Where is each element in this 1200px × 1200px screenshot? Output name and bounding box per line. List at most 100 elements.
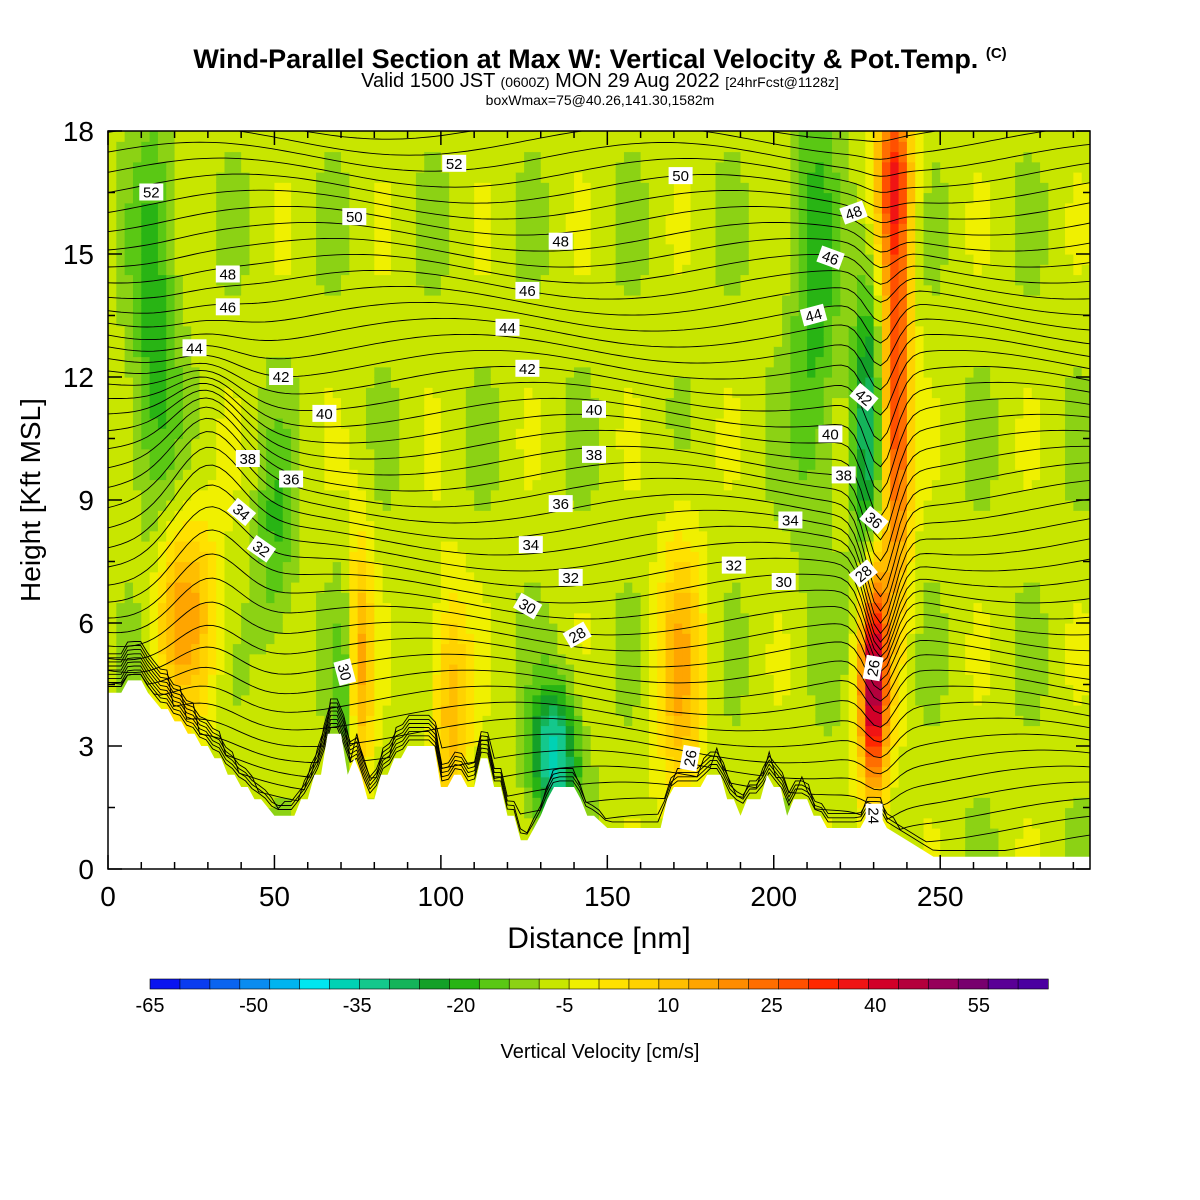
field-cell xyxy=(623,233,633,245)
field-cell xyxy=(507,735,517,747)
field-cell xyxy=(432,561,442,573)
field-cell xyxy=(574,284,583,296)
field-cell xyxy=(365,623,375,634)
field-cell xyxy=(457,489,467,501)
field-cell xyxy=(324,377,334,388)
field-cell xyxy=(599,336,608,347)
field-cell xyxy=(615,243,625,255)
field-cell xyxy=(499,746,509,757)
field-cell xyxy=(474,551,484,563)
field-cell xyxy=(299,418,309,429)
field-cell xyxy=(108,346,117,358)
field-cell xyxy=(507,807,517,819)
field-cell xyxy=(141,623,151,634)
field-cell xyxy=(365,551,375,563)
field-cell xyxy=(341,643,350,655)
field-cell xyxy=(632,520,642,532)
field-cell xyxy=(640,459,650,470)
field-cell xyxy=(557,407,567,419)
field-cell xyxy=(490,592,500,604)
field-cell xyxy=(415,684,425,696)
field-cell xyxy=(499,459,509,470)
field-cell xyxy=(224,438,234,450)
field-cell xyxy=(241,633,251,645)
field-cell xyxy=(191,254,201,265)
field-cell xyxy=(191,377,201,388)
field-cell xyxy=(607,356,617,368)
field-cell xyxy=(532,592,542,604)
field-cell xyxy=(357,653,367,665)
field-cell xyxy=(507,346,517,358)
field-cell xyxy=(399,643,409,655)
field-cell xyxy=(365,202,375,214)
field-cell xyxy=(673,633,683,645)
field-cell xyxy=(299,479,309,491)
field-cell xyxy=(632,735,642,747)
field-cell xyxy=(415,582,425,593)
field-cell xyxy=(507,684,517,696)
field-cell xyxy=(207,551,217,563)
field-cell xyxy=(282,592,292,604)
field-cell xyxy=(440,520,450,532)
field-cell xyxy=(199,489,209,501)
field-cell xyxy=(157,510,167,522)
field-cell xyxy=(673,510,683,522)
field-cell xyxy=(599,592,608,604)
field-cell xyxy=(532,705,542,716)
field-cell xyxy=(607,366,617,378)
field-cell xyxy=(515,305,525,317)
field-cell xyxy=(249,756,259,768)
field-cell xyxy=(365,141,375,153)
field-cell xyxy=(532,612,542,624)
field-cell xyxy=(241,766,251,778)
field-cell xyxy=(357,243,367,255)
field-cell xyxy=(357,459,367,470)
field-cell xyxy=(191,612,201,624)
field-cell xyxy=(182,213,192,224)
field-cell xyxy=(623,366,633,378)
field-cell xyxy=(474,243,484,255)
field-cell xyxy=(291,243,301,255)
field-cell xyxy=(257,561,267,573)
field-cell xyxy=(390,305,400,317)
field-cell xyxy=(673,746,683,757)
field-cell xyxy=(599,469,608,481)
field-cell xyxy=(574,161,583,173)
field-cell xyxy=(623,551,633,563)
field-cell xyxy=(357,612,367,624)
field-cell xyxy=(191,182,201,194)
field-cell xyxy=(657,787,667,798)
field-cell xyxy=(657,633,667,645)
field-cell xyxy=(249,664,259,675)
field-cell xyxy=(424,141,434,153)
field-cell xyxy=(549,428,558,440)
field-cell xyxy=(182,602,192,614)
field-cell xyxy=(665,674,675,686)
field-cell xyxy=(623,705,633,716)
field-cell xyxy=(540,356,550,368)
field-cell xyxy=(440,325,450,337)
field-cell xyxy=(565,725,575,737)
field-cell xyxy=(415,356,425,368)
field-cell xyxy=(332,264,342,276)
field-cell xyxy=(357,366,367,378)
field-cell xyxy=(623,510,633,522)
field-cell xyxy=(257,315,267,327)
field-cell xyxy=(374,520,384,532)
field-cell xyxy=(549,295,558,306)
field-cell xyxy=(216,705,226,716)
field-cell xyxy=(457,182,467,194)
field-cell xyxy=(540,694,550,706)
field-cell xyxy=(274,541,284,552)
field-cell xyxy=(132,315,142,327)
field-cell xyxy=(307,192,317,204)
field-cell xyxy=(599,541,608,552)
field-cell xyxy=(623,192,633,204)
field-cell xyxy=(599,715,608,727)
field-cell xyxy=(241,151,251,163)
field-cell xyxy=(182,582,192,593)
field-cell xyxy=(307,131,317,142)
field-cell xyxy=(166,295,176,306)
field-cell xyxy=(249,397,259,409)
field-cell xyxy=(665,151,675,163)
